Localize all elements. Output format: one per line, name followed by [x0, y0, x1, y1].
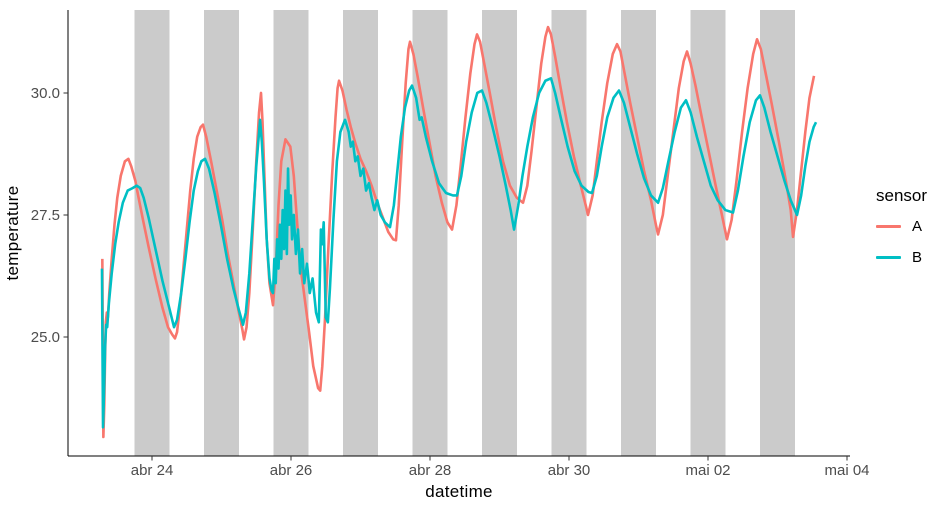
series-line-B — [100, 77, 818, 429]
x-axis-title: datetime — [425, 482, 493, 501]
legend-label: B — [912, 249, 923, 266]
night-band — [690, 10, 726, 456]
y-tick-label: 30.0 — [31, 85, 60, 102]
legend-key-line-A — [876, 225, 901, 228]
y-tick-label: 25.0 — [31, 329, 60, 346]
legend-item-B: B — [876, 249, 927, 266]
y-tick-label: 27.5 — [31, 207, 60, 224]
night-band — [343, 10, 378, 456]
legend-item-A: A — [876, 218, 927, 235]
x-tick-label: abr 28 — [409, 462, 452, 479]
x-tick-label: abr 24 — [131, 462, 174, 479]
x-tick-label: mai 04 — [824, 462, 869, 479]
legend-label: A — [912, 218, 923, 235]
legend-key-line-B — [876, 256, 901, 259]
x-tick-label: mai 02 — [685, 462, 730, 479]
x-tick-label: abr 26 — [270, 462, 313, 479]
night-band — [551, 10, 587, 456]
night-band — [760, 10, 795, 456]
x-tick-label: abr 30 — [548, 462, 591, 479]
y-axis-title: temperature — [3, 185, 22, 281]
legend-title: sensor — [876, 186, 928, 205]
